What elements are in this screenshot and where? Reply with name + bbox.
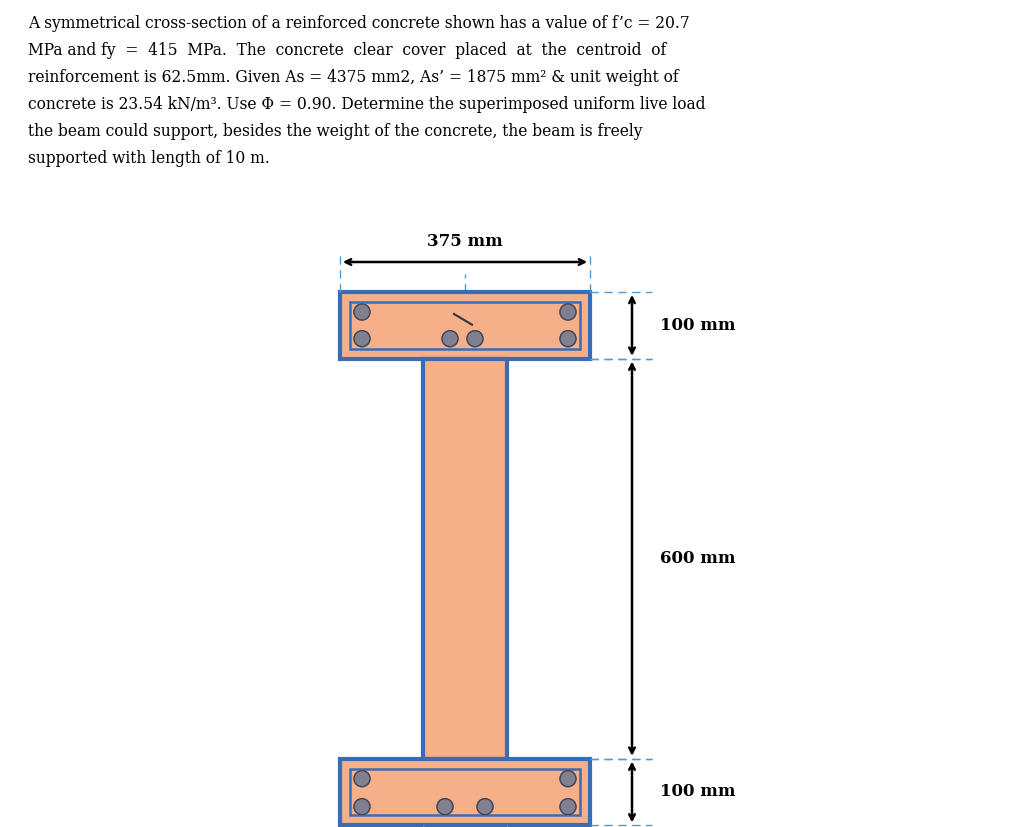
Circle shape <box>442 331 458 347</box>
Text: reinforcement is 62.5mm. Given As = 4375 mm2, As’ = 1875 mm² & unit weight of: reinforcement is 62.5mm. Given As = 4375… <box>28 69 678 86</box>
Text: concrete is 23.54 kN/m³. Use Φ = 0.90. Determine the superimposed uniform live l: concrete is 23.54 kN/m³. Use Φ = 0.90. D… <box>28 96 706 113</box>
Bar <box>350 768 580 815</box>
Bar <box>423 359 506 758</box>
Bar <box>350 302 580 349</box>
Bar <box>340 758 590 825</box>
Circle shape <box>437 799 453 815</box>
Circle shape <box>560 304 576 320</box>
Circle shape <box>467 331 483 347</box>
Circle shape <box>354 304 370 320</box>
Circle shape <box>354 799 370 815</box>
Circle shape <box>560 771 576 786</box>
Circle shape <box>477 799 493 815</box>
Circle shape <box>560 331 576 347</box>
Text: 100 mm: 100 mm <box>660 317 736 334</box>
Text: 375 mm: 375 mm <box>427 233 503 250</box>
Text: the beam could support, besides the weight of the concrete, the beam is freely: the beam could support, besides the weig… <box>28 123 642 140</box>
Text: 100 mm: 100 mm <box>660 783 736 801</box>
Text: supported with length of 10 m.: supported with length of 10 m. <box>28 150 270 167</box>
Circle shape <box>560 799 576 815</box>
Text: 600 mm: 600 mm <box>660 550 736 567</box>
Text: MPa and fy  =  415  MPa.  The  concrete  clear  cover  placed  at  the  centroid: MPa and fy = 415 MPa. The concrete clear… <box>28 42 666 59</box>
Bar <box>340 292 590 359</box>
Circle shape <box>354 771 370 786</box>
Text: A symmetrical cross-section of a reinforced concrete shown has a value of f’c = : A symmetrical cross-section of a reinfor… <box>28 15 689 32</box>
Circle shape <box>354 331 370 347</box>
